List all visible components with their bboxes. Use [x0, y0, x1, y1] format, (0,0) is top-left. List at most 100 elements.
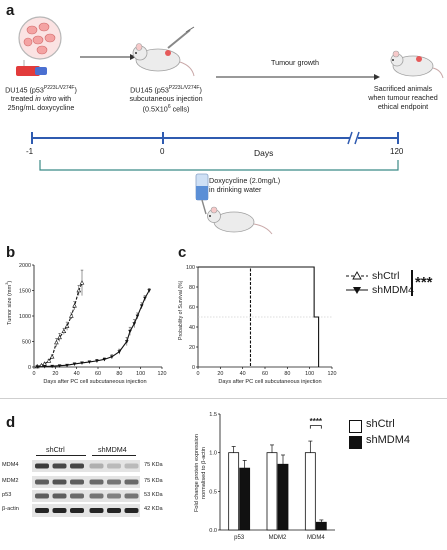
b-point	[35, 365, 39, 369]
protein-expression-bar-chart: 0.0 0.5 1.0 1.5 p53 MDM2 MDM4 ****	[209, 412, 335, 541]
b-xtick-label: 100	[136, 371, 145, 377]
blot-kda-p53: 53 KDa	[144, 492, 163, 498]
c-ytick-label: 20	[189, 345, 195, 351]
survival-xlabel: Days after PC cell subcutaneous injectio…	[218, 379, 322, 385]
panel-d-letter: d	[6, 414, 16, 431]
bar-ylabel: Fold change protein expression normalise…	[194, 433, 207, 513]
blot-membrane-strip	[32, 476, 140, 488]
blot-label-mdm4: MDM4	[2, 462, 19, 468]
sacrificed-mouse-illustration	[390, 50, 444, 79]
d-bar-shMDM4	[239, 467, 251, 531]
c-ytick-label: 40	[189, 325, 195, 331]
timeline-label-0: 0	[160, 147, 165, 156]
c-xtick-label: 60	[262, 371, 268, 377]
b-series-line	[37, 290, 150, 368]
b-point	[143, 296, 147, 301]
b-ytick-label: 1000	[19, 314, 31, 320]
b-point	[57, 334, 62, 340]
c-ytick-label: 100	[186, 265, 195, 271]
b-ytick-label: 1500	[19, 289, 31, 295]
b-ytick-label: 2000	[19, 263, 31, 269]
blot-kda-mdm4: 75 KDa	[144, 462, 163, 468]
blot-band	[52, 479, 67, 485]
blot-band	[70, 479, 84, 485]
b-point	[46, 358, 52, 363]
tumor-size-xlabel: Days after PC cell subcutaneous injectio…	[43, 379, 147, 385]
bar-legend-shctrl: shCtrl	[366, 418, 395, 430]
blot-band	[89, 493, 104, 499]
d-bar-shCtrl	[228, 452, 240, 531]
b-ytick-label: 0	[28, 365, 31, 371]
blot-group-underline-shctrl	[36, 455, 86, 456]
b-point	[147, 289, 151, 293]
d-ytick-label: 1.5	[209, 412, 217, 418]
c-xtick-label: 120	[328, 371, 337, 377]
c-ytick-label: 80	[189, 285, 195, 291]
d-ytick-label: 1.0	[209, 451, 217, 457]
bar-legend-shctrl-swatch	[349, 420, 362, 433]
survival-significance: ***	[415, 274, 433, 291]
blot-band	[70, 463, 84, 469]
blot-band	[89, 463, 104, 469]
c-series-shCtrl	[198, 266, 252, 367]
d-category-label: MDM2	[269, 535, 287, 541]
b-ytick-label: 500	[22, 340, 31, 346]
b-point	[72, 362, 77, 366]
panel-a-letter: a	[6, 2, 15, 19]
b-point	[139, 304, 144, 308]
d-bar-shMDM4	[315, 521, 327, 531]
blot-group-underline-shmdm4	[92, 455, 136, 456]
survival-significance-bar	[411, 270, 413, 296]
blot-band	[52, 463, 67, 469]
panel-b-letter: b	[6, 244, 16, 261]
b-point	[42, 365, 47, 369]
timeline-break-1	[347, 131, 353, 145]
c-ytick-label: 60	[189, 305, 195, 311]
b-series-line	[37, 282, 83, 368]
b-point	[110, 355, 114, 359]
b-point	[135, 314, 140, 318]
b-point	[54, 339, 59, 345]
b-xtick-label: 60	[95, 371, 101, 377]
timeline-label-120: 120	[390, 147, 404, 156]
blot-label-actin: β-actin	[2, 506, 19, 512]
blot-band	[107, 463, 121, 469]
b-point	[49, 354, 55, 359]
blot-band	[52, 493, 67, 499]
b-xtick-label: 0	[33, 371, 36, 377]
b-point	[79, 280, 85, 285]
blot-kda-mdm2: 75 KDa	[144, 478, 163, 484]
legend-shctrl-marker	[352, 271, 362, 280]
b-xtick-label: 20	[52, 371, 58, 377]
blot-band	[124, 508, 139, 513]
doxycycline-bracket	[39, 160, 399, 171]
survival-ylabel-wrap: Probability of Survival (%)	[178, 255, 188, 355]
blot-kda-actin: 42 KDa	[144, 506, 163, 512]
survival-legend-shctrl: shCtrl	[372, 270, 400, 282]
c-series-shMDM4	[198, 266, 320, 367]
d-category-label: MDM4	[307, 535, 325, 541]
blot-band	[124, 463, 139, 469]
tumor-size-ylabel-wrap: Tumor size (mm3)	[4, 255, 16, 355]
b-point	[102, 357, 107, 362]
step2-caption: DU145 (p53P223L/V274F) subcutaneous inje…	[129, 85, 203, 114]
b-point	[117, 350, 122, 354]
blot-band	[124, 479, 139, 485]
b-xtick-label: 40	[74, 371, 80, 377]
survival-legend-shmdm4: shMDM4	[372, 284, 415, 296]
b-point	[125, 340, 129, 344]
timeline-days-label: Days	[254, 148, 274, 158]
d-significance-stars: ****	[310, 417, 323, 426]
blot-group-shmdm4: shMDM4	[98, 445, 127, 454]
blot-band	[52, 508, 67, 513]
c-xtick-label: 20	[217, 371, 223, 377]
c-xtick-label: 40	[240, 371, 246, 377]
c-xtick-label: 100	[305, 371, 314, 377]
drinking-water-mouse-illustration	[195, 173, 273, 235]
survival-chart: 0 20 40 60 80 100 0 20 40 60 80 100 120	[186, 265, 337, 377]
blot-band	[35, 479, 49, 485]
d-significance-bracket	[309, 425, 322, 429]
d-ytick-label: 0.0	[209, 528, 217, 534]
blot-band	[89, 508, 104, 513]
arrow-2	[216, 74, 380, 80]
